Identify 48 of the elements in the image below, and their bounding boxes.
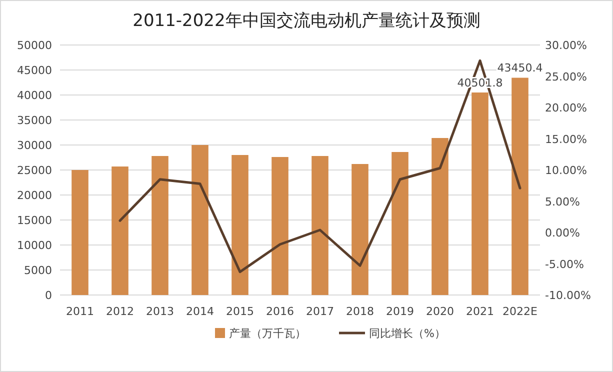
y-tick-label: 50000: [17, 39, 52, 52]
y2-tick-label: 15.00%: [545, 132, 587, 146]
y-tick-label: 15000: [17, 214, 52, 227]
x-tick-label: 2020: [426, 305, 454, 318]
legend-label: 产量（万千瓦）: [229, 327, 306, 340]
x-tick-label: 2013: [146, 305, 174, 318]
bar: [232, 155, 248, 295]
chart-title: 2011-2022年中国交流电动机产量统计及预测: [132, 11, 480, 31]
x-tick-label: 2014: [186, 305, 214, 318]
bar: [192, 145, 208, 295]
y-tick-label: 35000: [17, 114, 52, 127]
bar: [152, 156, 168, 295]
y2-tick-label: 5.00%: [545, 195, 580, 208]
x-tick-label: 2018: [346, 305, 374, 318]
x-tick-label: 2022E: [502, 305, 538, 318]
bar: [472, 92, 488, 295]
y-tick-label: 0: [45, 289, 52, 302]
bar: [312, 156, 328, 295]
x-tick-label: 2012: [106, 305, 134, 318]
y-tick-label: 45000: [17, 64, 52, 77]
x-tick-label: 2021: [466, 305, 494, 318]
y2-tick-label: 10.00%: [545, 164, 587, 177]
bar: [272, 157, 288, 295]
y-tick-label: 20000: [17, 189, 52, 202]
y-tick-label: 25000: [17, 164, 52, 177]
data-label: 43450.4: [497, 62, 543, 75]
bar: [72, 170, 88, 295]
y2-tick-label: 20.00%: [545, 102, 587, 114]
x-tick-label: 2015: [226, 305, 254, 318]
x-tick-label: 2011: [66, 305, 94, 318]
bar: [512, 78, 528, 295]
y2-tick-label: 30.00%: [545, 39, 587, 52]
y2-tick-label: -10.00%: [545, 289, 591, 302]
bar: [432, 138, 448, 295]
y-tick-label: 40000: [17, 89, 52, 102]
y-tick-label: 5000: [24, 264, 52, 277]
y2-tick-label: -5.00%: [545, 258, 584, 271]
bar: [352, 164, 368, 295]
y2-tick-label: 25.00%: [545, 70, 587, 84]
y2-tick-label: 0.00%: [545, 226, 580, 240]
bar: [392, 152, 408, 295]
x-tick-label: 2019: [386, 305, 414, 318]
y-tick-label: 10000: [17, 239, 52, 252]
legend-label: 同比增长（%）: [369, 327, 446, 340]
bar: [112, 166, 128, 295]
y-tick-label: 30000: [17, 139, 52, 152]
x-tick-label: 2016: [266, 305, 294, 318]
x-tick-label: 2017: [306, 305, 334, 318]
